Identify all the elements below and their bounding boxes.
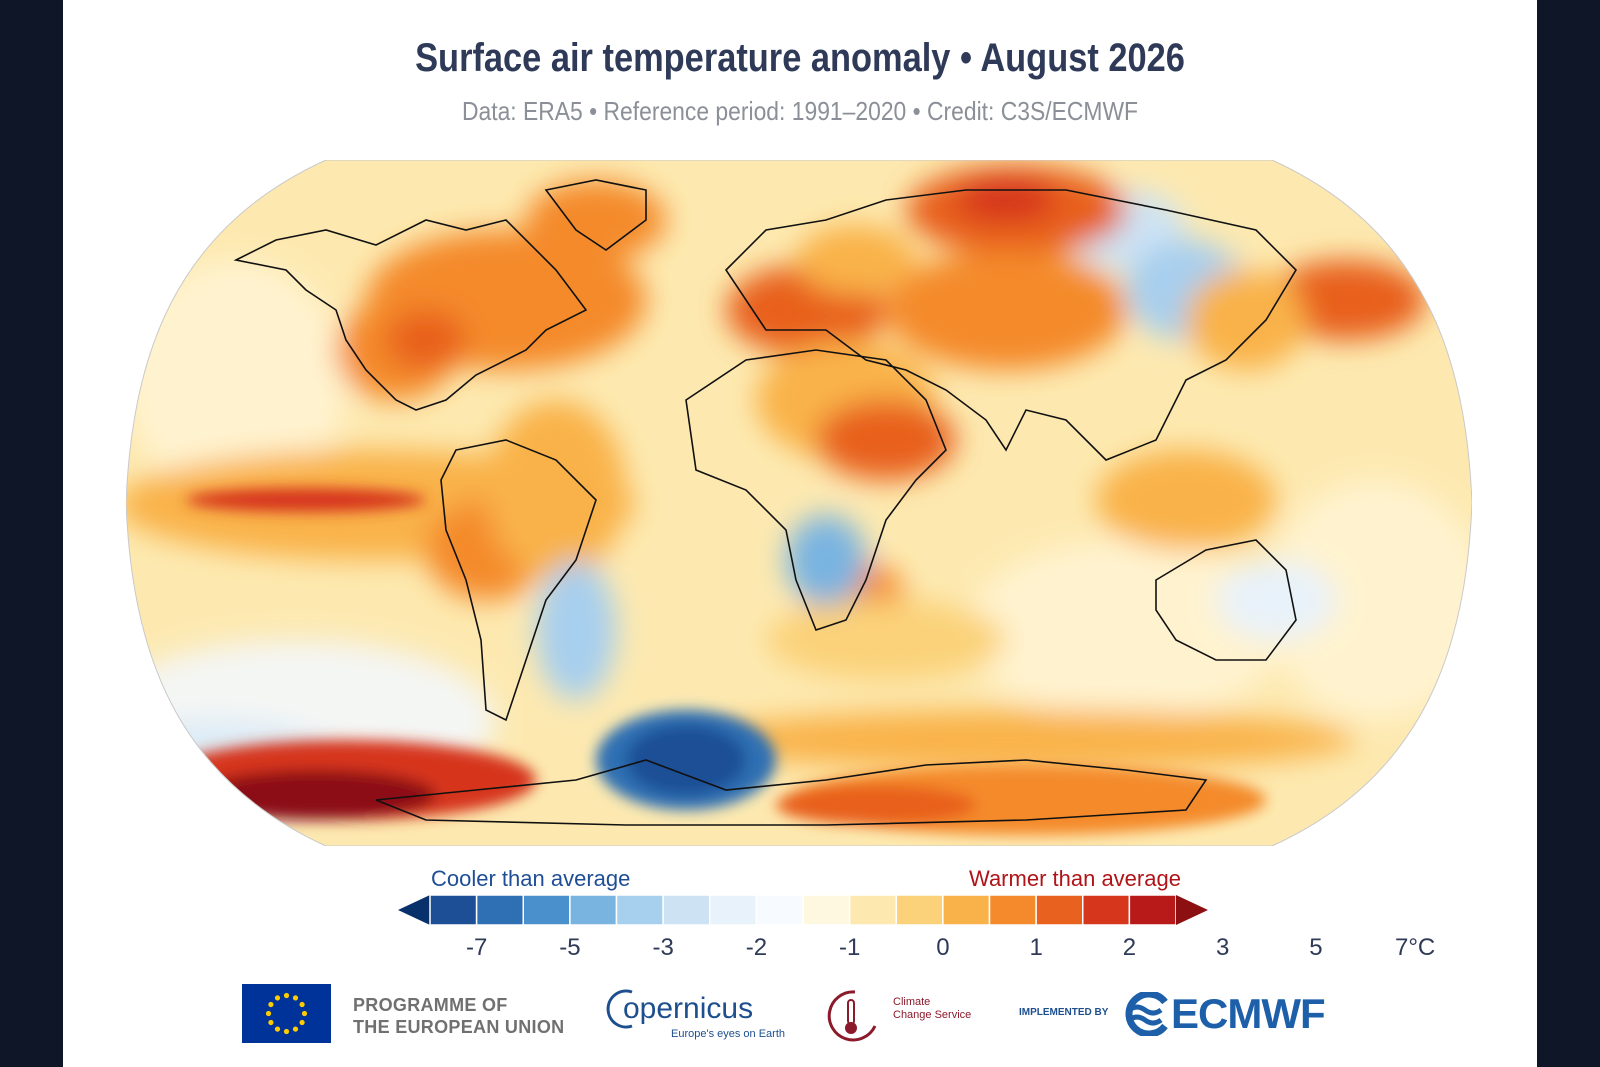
south-atlantic-warm [766,600,1006,680]
siberia-core-warm [956,178,1056,222]
weddell-sea-cold-core [626,725,746,795]
colorbar-segment [1128,895,1177,925]
eu-line-2: THE EUROPEAN UNION [353,1017,565,1037]
colorbar-segment [662,895,711,925]
copernicus-logo-icon [606,989,633,1029]
anomaly-blobs [126,165,1472,820]
maritime-continent-warm [1096,450,1276,550]
ecmwf-logo-icon [1125,992,1168,1036]
colorbar-tick-label: 5 [1309,934,1323,961]
colorbar-segment [802,895,851,925]
colorbar-tick-label: 7°C [1394,934,1436,961]
colorbar-tick-label: -5 [559,934,581,961]
colorbar-segment [569,895,618,925]
c3s-thermometer-icon [827,990,877,1042]
colorbar-tick-label: -3 [652,934,674,961]
colorbar-segment [522,895,571,925]
eu-star [292,995,299,1001]
c3s-line-1: Climate [893,996,931,1008]
legend-cool-label: Cooler than average [431,866,631,891]
implemented-by-label: IMPLEMENTED BY [1019,1007,1109,1018]
eu-star [265,1010,272,1017]
colorbar-segment [709,895,758,925]
eu-star [268,1019,274,1026]
west-antarctic-warm-core [196,770,436,820]
colorbar-min-arrow [398,895,430,925]
eu-star [268,1001,274,1008]
africa-outline [685,349,947,631]
colorbar-segment [475,895,524,925]
eu-star [301,1010,308,1017]
colorbar-segment [988,895,1037,925]
eu-star [274,1026,281,1032]
colorbar-segment [942,895,991,925]
eu-star [292,1026,299,1032]
coastlines [233,179,1298,826]
north-pacific-pale [126,260,346,500]
colorbar-tick-label: -1 [838,934,861,961]
eu-star [299,1001,305,1008]
map-field [126,160,1472,846]
anomaly-map [126,160,1472,846]
southern-ocean-warm-band [696,710,1356,770]
c3s-line-2: Change Service [893,1009,972,1021]
colorbar-max-arrow [1176,895,1208,925]
greenland-warm [526,180,666,260]
colorbar-tick-label: 3 [1215,934,1230,961]
east-antarctic-warm-core [776,785,976,825]
logo-strip: PROGRAMME OF THE EUROPEAN UNION opernicu… [63,984,1537,1046]
us-central-warm [386,310,466,370]
legend-warm-label: Warmer than average [969,866,1181,891]
map-border [126,160,1472,846]
south-america-warm [486,400,626,580]
east-pacific-core [186,488,426,512]
colorbar-segment [755,895,804,925]
colorbar-segment [615,895,664,925]
greenland-outline [544,179,647,251]
colorbar-segment [848,895,897,925]
page-subtitle: Data: ERA5 • Reference period: 1991–2020… [461,96,1139,126]
copernicus-name: opernicus [623,992,754,1025]
eu-star [283,992,290,999]
australia-outline [1155,539,1297,661]
figure-card: Surface air temperature anomaly • August… [63,0,1537,1067]
anomaly-cores [156,488,1266,835]
indian-ocean-pale [966,540,1286,720]
copernicus-tagline: Europe's eyes on Earth [671,1028,786,1040]
colorbar-segment [1082,895,1131,925]
eu-flag-icon [242,984,331,1043]
c3s-label: Climate Change Service [893,996,971,1022]
eu-star [299,1019,305,1026]
colorbar-segment [1035,895,1084,925]
central-asia-warm [886,250,1126,370]
colorbar-segment [429,895,478,925]
eu-star [274,995,281,1001]
eurasia-outline [724,189,1298,461]
south-america-cool [536,560,616,700]
ecmwf-wordmark: ECMWF [1171,990,1326,1037]
colorbar [398,895,1208,925]
colorbar-tick-label: 0 [936,934,950,961]
north-america-outline [233,219,588,411]
colorbar-tick-label: -7 [465,934,488,961]
colorbar-segment [895,895,944,925]
eu-line-1: PROGRAMME OF [353,995,508,1015]
colorbar-tick-label: -2 [745,934,768,961]
west-pacific-pale [1266,480,1472,720]
south-america-outline [440,439,597,722]
scandinavia-warm [796,225,916,295]
eu-star [283,1028,290,1035]
antarctica-outline [375,759,1208,826]
colorbar-ticks: -7 -5 -3 -2 -1 0 1 2 3 5 7°C [398,934,1435,964]
colorbar-tick-label: 1 [1029,934,1043,961]
australia-cool [1216,560,1336,640]
colorbar-tick-label: 2 [1122,934,1137,961]
southern-africa-cool [786,515,866,605]
east-asia-warm [1186,270,1306,370]
page-title: Surface air temperature anomaly • August… [415,36,1185,80]
eu-programme-label: PROGRAMME OF THE EUROPEAN UNION [353,994,564,1038]
sahel-warm [816,400,956,480]
